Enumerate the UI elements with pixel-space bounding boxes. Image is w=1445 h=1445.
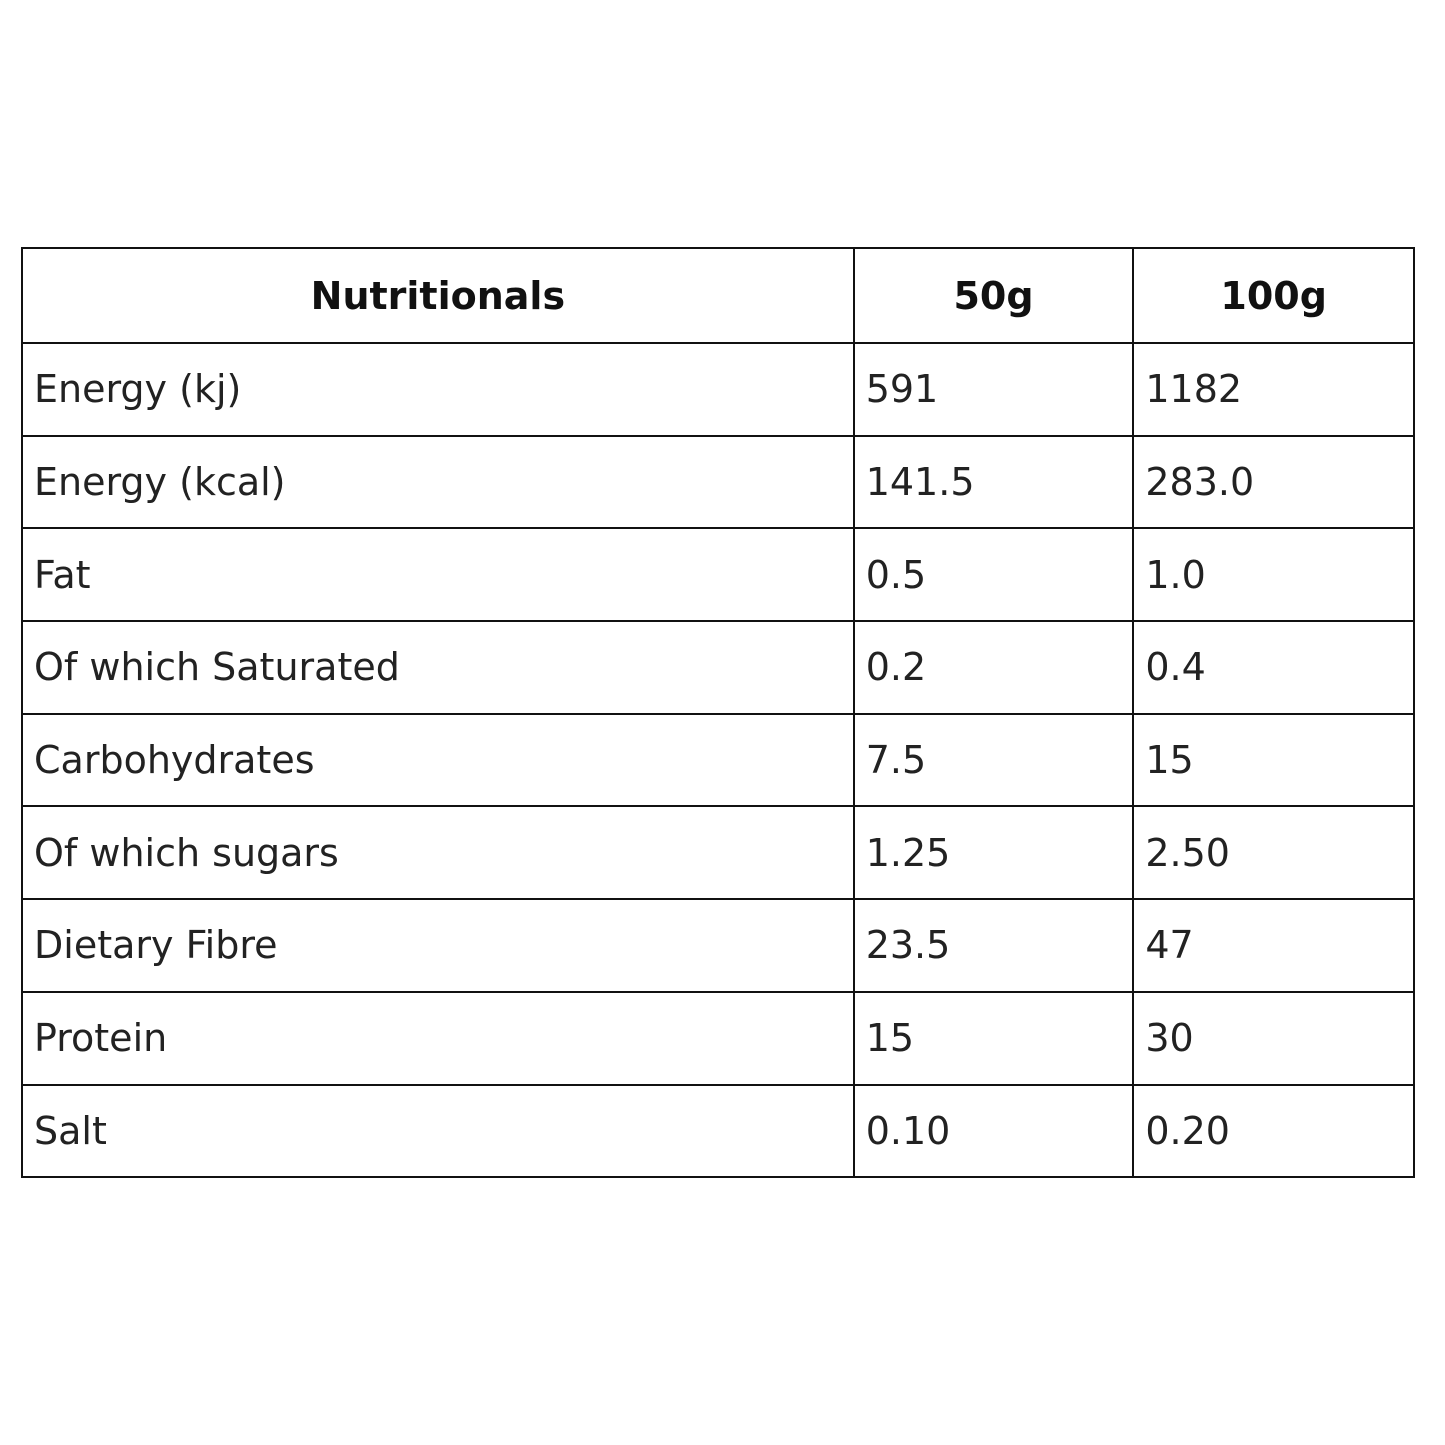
nutrient-value: 30: [1132, 990, 1415, 1086]
nutrient-value: 0.20: [1132, 1083, 1415, 1179]
header-row: Nutritionals 50g 100g: [21, 247, 1415, 344]
table-row: Salt 0.10 0.20: [21, 1083, 1415, 1179]
nutrient-value: 1.0: [1132, 527, 1415, 623]
table-row: Fat 0.5 1.0: [21, 527, 1415, 623]
table-row: Of which sugars 1.25 2.50: [21, 805, 1415, 901]
header-cell: 50g: [852, 247, 1135, 344]
table-row: Energy (kcal) 141.5 283.0: [21, 434, 1415, 530]
header-cell: 100g: [1132, 247, 1415, 344]
nutrient-name: Fat: [21, 527, 855, 623]
nutrient-name: Energy (kcal): [21, 434, 855, 530]
nutrient-name: Carbohydrates: [21, 712, 855, 808]
nutrient-name: Dietary Fibre: [21, 898, 855, 993]
nutrient-value: 0.4: [1132, 620, 1415, 715]
nutrient-value: 23.5: [852, 898, 1135, 993]
nutrient-name: Salt: [21, 1083, 855, 1179]
nutrient-value: 15: [852, 990, 1135, 1086]
nutrient-name: Of which sugars: [21, 805, 855, 901]
nutrient-value: 0.2: [852, 620, 1135, 715]
nutrient-value: 0.5: [852, 527, 1135, 623]
table-row: Energy (kj) 591 1182: [21, 342, 1415, 437]
nutrient-value: 7.5: [852, 712, 1135, 808]
nutrition-table: Nutritionals 50g 100g Energy (kj) 591 1182 En…: [21, 247, 1415, 1179]
table-body: Energy (kj) 591 1182 Energy (kcal) 141.5 283.…: [21, 342, 1415, 1179]
nutrient-value: 47: [1132, 898, 1415, 993]
nutrient-value: 141.5: [852, 434, 1135, 530]
nutrient-name: Protein: [21, 990, 855, 1086]
table-row: Carbohydrates 7.5 15: [21, 712, 1415, 808]
nutrient-name: Of which Saturated: [21, 620, 855, 715]
nutrient-value: 283.0: [1132, 434, 1415, 530]
nutrient-value: 2.50: [1132, 805, 1415, 901]
nutrient-value: 15: [1132, 712, 1415, 808]
nutrient-value: 1182: [1132, 342, 1415, 437]
header-cell: Nutritionals: [21, 247, 855, 344]
nutrient-value: 0.10: [852, 1083, 1135, 1179]
table-row: Dietary Fibre 23.5 47: [21, 898, 1415, 993]
table-row: Protein 15 30: [21, 990, 1415, 1086]
nutrient-value: 1.25: [852, 805, 1135, 901]
nutrient-value: 591: [852, 342, 1135, 437]
table-row: Of which Saturated 0.2 0.4: [21, 620, 1415, 715]
nutrient-name: Energy (kj): [21, 342, 855, 437]
